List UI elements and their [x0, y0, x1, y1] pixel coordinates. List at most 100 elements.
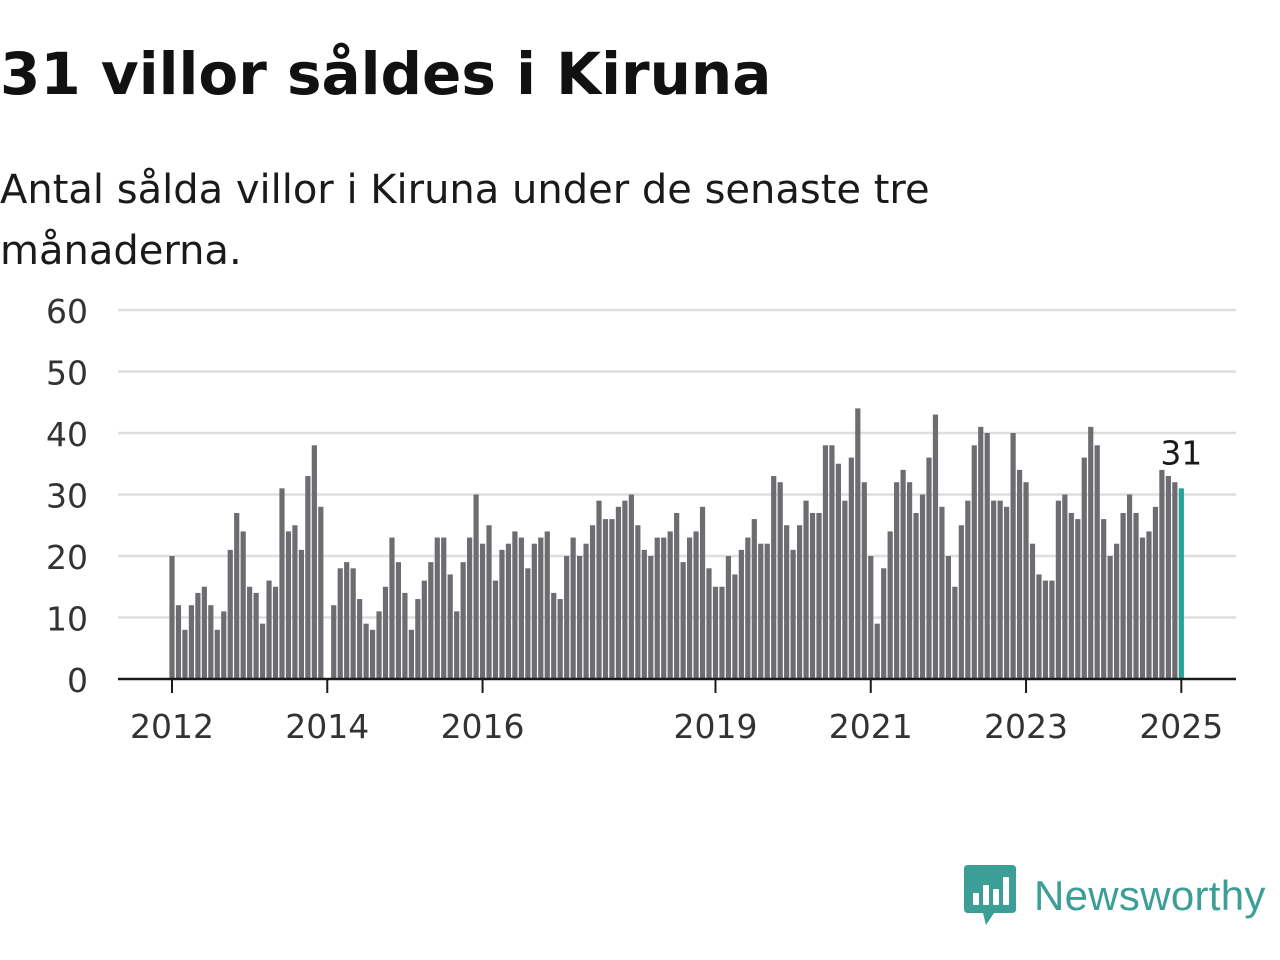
bar — [344, 562, 350, 679]
bar — [479, 543, 486, 679]
bar — [221, 611, 227, 679]
y-tick-label: 60 — [46, 292, 88, 331]
bar — [641, 549, 647, 679]
bar — [622, 500, 628, 679]
x-tick-label: 2025 — [1139, 707, 1223, 746]
bar — [1023, 482, 1029, 679]
bar — [725, 556, 732, 679]
bar — [467, 537, 473, 679]
bar — [790, 549, 796, 679]
bar — [318, 506, 324, 679]
bar — [732, 574, 738, 679]
bar — [1004, 506, 1010, 679]
bar — [188, 605, 195, 679]
bar — [518, 537, 524, 679]
bar — [842, 500, 848, 679]
bar — [337, 568, 343, 679]
bar — [1068, 512, 1074, 679]
bar — [1049, 580, 1055, 679]
bar — [1107, 556, 1113, 679]
bar — [292, 525, 298, 679]
bar — [454, 611, 460, 679]
bar — [1139, 537, 1146, 679]
bar — [693, 531, 699, 679]
bar — [577, 556, 583, 679]
chart-title: 31 villor såldes i Kiruna — [0, 40, 772, 108]
bar — [1159, 469, 1165, 679]
bar — [919, 494, 926, 679]
bar — [486, 525, 492, 679]
bar — [932, 414, 939, 679]
bar — [1010, 433, 1016, 679]
bar — [648, 556, 654, 679]
bar — [609, 519, 615, 679]
newsworthy-chart-bubble-icon — [964, 865, 1016, 925]
bar — [395, 562, 402, 679]
bar — [1055, 500, 1061, 679]
bar — [531, 543, 537, 679]
bar — [201, 586, 207, 679]
highlight-value-label: 31 — [1160, 433, 1202, 472]
bar — [473, 494, 479, 679]
bar — [538, 537, 544, 679]
bar — [738, 549, 744, 679]
bar — [971, 445, 977, 679]
bar — [175, 605, 182, 679]
bar — [680, 562, 686, 679]
bar — [357, 599, 363, 679]
bar — [1042, 580, 1049, 679]
bar — [376, 611, 382, 679]
bar — [894, 482, 900, 679]
bar — [1094, 445, 1100, 679]
bar — [557, 599, 563, 679]
bar — [764, 543, 770, 679]
bar — [829, 445, 835, 679]
bar — [674, 512, 680, 679]
bar — [583, 543, 589, 679]
bar — [279, 488, 285, 679]
bar — [1120, 512, 1126, 679]
bar — [1172, 482, 1178, 679]
bar — [1075, 519, 1081, 679]
x-tick-label: 2023 — [984, 707, 1068, 746]
bar — [855, 408, 861, 679]
bar — [298, 549, 304, 679]
bar — [272, 586, 279, 679]
x-tick-label: 2014 — [285, 707, 369, 746]
bar — [628, 494, 634, 679]
bar — [227, 549, 233, 679]
bar — [602, 519, 609, 679]
bar — [991, 500, 997, 679]
bar — [1114, 543, 1120, 679]
bar — [564, 556, 570, 679]
bar — [382, 586, 389, 679]
bar — [887, 531, 893, 679]
x-tick-label: 2012 — [130, 707, 214, 746]
chart-subtitle: Antal sålda villor i Kiruna under de sen… — [0, 167, 930, 274]
bar — [861, 482, 867, 679]
bar — [311, 445, 317, 679]
bar — [331, 605, 337, 679]
bar — [822, 445, 829, 679]
bar — [512, 531, 518, 679]
bar — [926, 457, 932, 679]
bar — [589, 525, 596, 679]
y-tick-label: 0 — [67, 661, 88, 700]
bar — [421, 580, 427, 679]
bar — [706, 568, 712, 679]
x-tick-label: 2021 — [829, 707, 913, 746]
bar — [1126, 494, 1133, 679]
bar — [253, 592, 259, 679]
bar — [492, 580, 499, 679]
x-tick-label: 2016 — [441, 707, 525, 746]
bar — [881, 568, 887, 679]
bar — [182, 629, 188, 679]
bar — [777, 482, 783, 679]
bar — [285, 531, 292, 679]
bar — [570, 537, 576, 679]
bar — [505, 543, 512, 679]
bar — [247, 586, 253, 679]
bar — [687, 537, 693, 679]
bar-highlight — [1178, 488, 1184, 679]
